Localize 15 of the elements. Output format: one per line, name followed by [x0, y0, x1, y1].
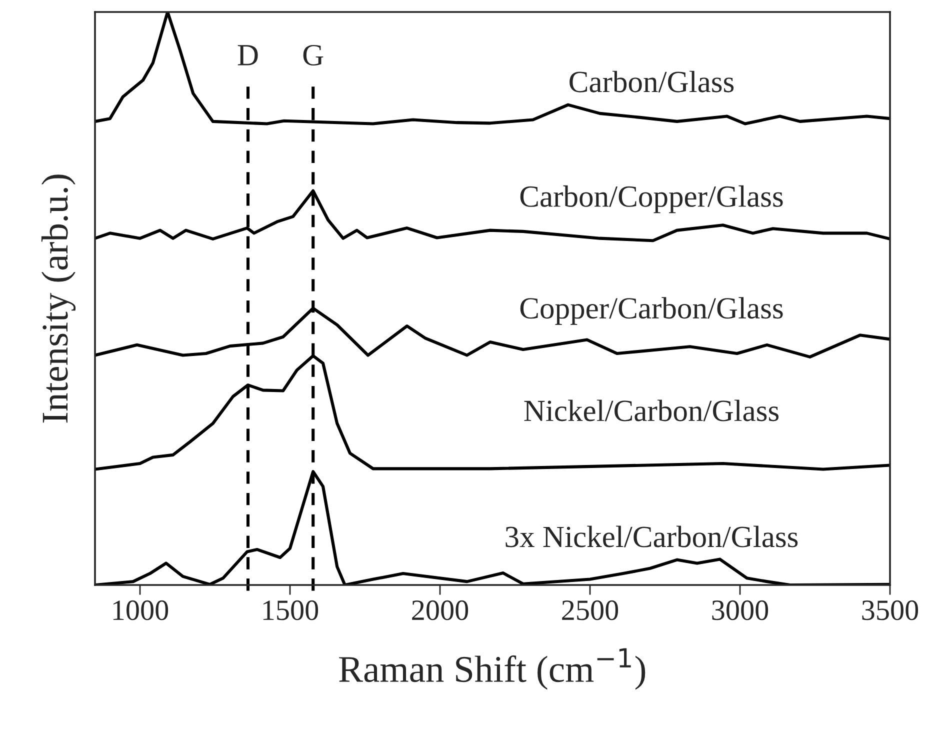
x-tick-label: 1000	[113, 600, 168, 620]
x-tick-label: 2500	[562, 600, 618, 620]
ref-line-label: D	[238, 45, 258, 66]
series-label: Copper/Carbon/Glass	[520, 297, 783, 325]
series-label: Carbon/Glass	[570, 70, 734, 92]
x-tick-label: 3500	[862, 600, 918, 620]
x-tick-label: 1500	[263, 600, 318, 620]
ref-line-label: G	[303, 44, 324, 66]
series-label: Carbon/Copper/Glass	[520, 185, 783, 214]
x-tick-label: 3000	[712, 600, 768, 620]
y-axis-title: Intensity (arb.u.)	[41, 174, 76, 423]
series-label: Nickel/Carbon/Glass	[524, 400, 779, 422]
x-tick-label: 2000	[412, 600, 468, 620]
series-label: 3x Nickel/Carbon/Glass	[506, 526, 798, 548]
x-axis-title: Raman Shift (cm$^{−1}$)	[339, 648, 646, 690]
